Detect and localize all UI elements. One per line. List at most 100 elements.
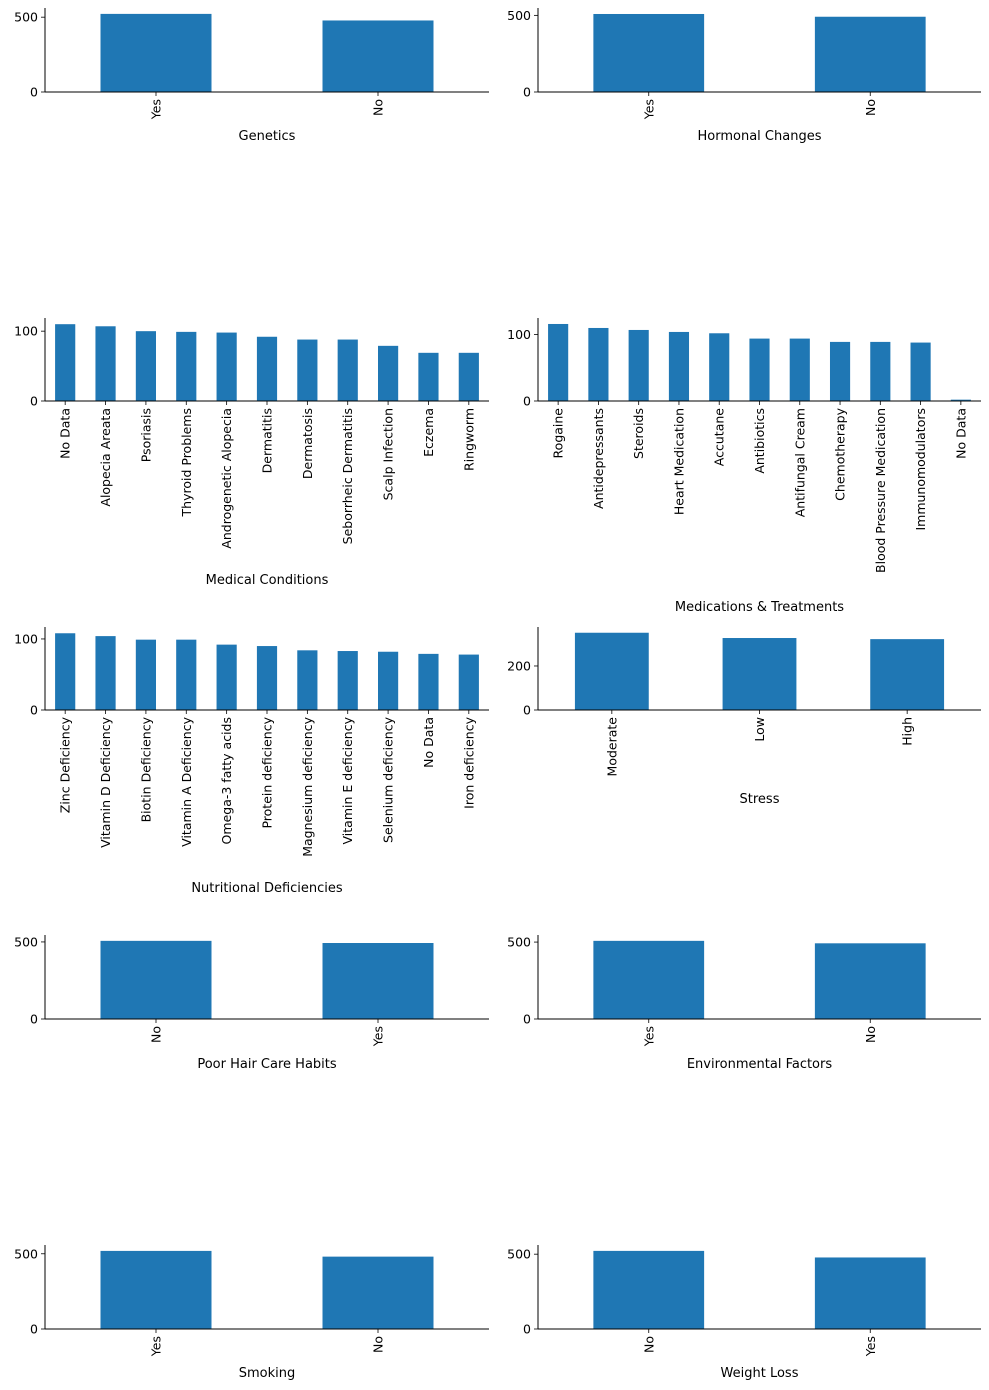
bar-medical-conditions-scalp-infection (378, 345, 399, 401)
x-tick-label: Vitamin E deficiency (340, 716, 355, 844)
y-tick-label: 0 (523, 703, 531, 718)
chart-panel-stress: Moderate Low High 0 200 Stress (507, 627, 981, 807)
x-tick-label: High (900, 717, 915, 746)
y-tick-label: 0 (30, 85, 38, 100)
x-tick-label: Steroids (631, 408, 646, 459)
x-tick-label: Antifungal Cream (792, 408, 807, 517)
y-tick-label: 500 (14, 1246, 38, 1261)
x-tick-label: No (863, 99, 878, 116)
x-axis-label: Hormonal Changes (698, 129, 822, 144)
x-tick-label: Yes (149, 1336, 164, 1357)
chart-panel-nutritional-deficiencies: Zinc Deficiency Vitamin D Deficiency Bioti… (14, 627, 489, 896)
x-tick-label: Dermatitis (260, 408, 275, 473)
bar-environmental-factors-no (814, 943, 926, 1019)
y-tick-label: 100 (14, 631, 38, 646)
bar-hormonal-changes-no (814, 16, 926, 93)
x-tick-label: Omega-3 fatty acids (219, 717, 234, 844)
y-tick-label: 0 (523, 1012, 531, 1027)
bar-medications-and-treatments-antidepressants (588, 327, 609, 401)
y-tick-label: 100 (507, 327, 531, 342)
x-axis-label: Environmental Factors (687, 1057, 833, 1072)
chart-panel-poor-hair-care-habits: No Yes 0 500 Poor Hair Care Habits (14, 934, 489, 1072)
chart-panel-environmental-factors: Yes No 0 500 Environmental Factors (507, 935, 981, 1072)
bar-medical-conditions-alopecia-areata (95, 326, 116, 401)
y-tick-label: 0 (30, 394, 38, 409)
bar-smoking-no (322, 1256, 434, 1329)
y-tick-label: 0 (523, 85, 531, 100)
y-tick-label: 0 (30, 703, 38, 718)
bar-genetics-yes (100, 13, 212, 93)
x-axis-label: Stress (740, 792, 780, 807)
y-tick-label: 0 (523, 1322, 531, 1337)
x-tick-label: Yes (863, 1336, 878, 1357)
x-axis-label: Nutritional Deficiencies (191, 881, 343, 896)
x-tick-label: No Data (58, 408, 73, 459)
y-tick-label: 0 (30, 1012, 38, 1027)
bar-nutritional-deficiencies-magnesium-deficiency (297, 650, 318, 710)
y-tick-label: 500 (507, 8, 531, 23)
bar-nutritional-deficiencies-biotin-deficiency (135, 639, 156, 710)
bar-medical-conditions-dermatosis (297, 339, 318, 401)
x-tick-label: No (149, 1026, 164, 1043)
x-tick-label: Immunomodulators (913, 408, 928, 531)
x-tick-label: Ringworm (461, 408, 476, 471)
bar-nutritional-deficiencies-zinc-deficiency (55, 633, 76, 710)
x-tick-label: Seborrheic Dermatitis (340, 408, 355, 544)
bar-medical-conditions-no-data (55, 324, 76, 401)
bar-stress-moderate (574, 632, 649, 710)
chart-panel-weight-loss: No Yes 0 500 Weight Loss (507, 1245, 981, 1381)
x-axis-label: Weight Loss (721, 1366, 799, 1381)
x-tick-label: Biotin Deficiency (138, 716, 153, 822)
bar-medical-conditions-dermatitis (256, 336, 278, 401)
bar-medications-and-treatments-blood-pressure-medication (870, 341, 891, 401)
x-tick-label: No (371, 99, 386, 116)
x-tick-label: No (641, 1336, 656, 1353)
bar-medications-and-treatments-rogaine (548, 323, 569, 401)
bar-nutritional-deficiencies-protein-deficiency (256, 646, 278, 710)
bar-nutritional-deficiencies-vitamin-e-deficiency (337, 651, 358, 710)
x-tick-label: No (371, 1336, 386, 1353)
bar-nutritional-deficiencies-vitamin-d-deficiency (95, 636, 116, 710)
bar-medications-and-treatments-heart-medication (668, 331, 690, 401)
x-tick-label: Eczema (421, 408, 436, 457)
bar-poor-hair-care-habits-no (100, 940, 212, 1019)
bar-nutritional-deficiencies-iron-deficiency (458, 654, 479, 710)
bar-hormonal-changes-yes (593, 13, 705, 93)
x-tick-label: Thyroid Problems (179, 408, 194, 517)
x-tick-label: Accutane (712, 408, 727, 466)
x-tick-label: Blood Pressure Medication (873, 408, 888, 573)
x-tick-label: Rogaine (551, 408, 566, 459)
y-tick-label: 0 (30, 1322, 38, 1337)
y-tick-label: 500 (14, 934, 38, 949)
x-tick-label: Chemotherapy (833, 407, 848, 500)
bar-medical-conditions-thyroid-problems (176, 331, 197, 401)
bar-medications-and-treatments-antibiotics (749, 338, 770, 401)
bar-genetics-no (322, 20, 434, 92)
bar-medications-and-treatments-accutane (709, 333, 730, 401)
x-tick-label: Alopecia Areata (98, 408, 113, 507)
x-tick-label: Vitamin A Deficiency (179, 716, 194, 846)
x-axis-label: Genetics (239, 129, 296, 144)
bar-environmental-factors-yes (593, 940, 705, 1019)
x-tick-label: No (863, 1026, 878, 1043)
chart-panel-medications-and-treatments: Rogaine Antidepressants Steroids Heart Medi… (507, 318, 981, 615)
bar-nutritional-deficiencies-vitamin-a-deficiency (176, 639, 197, 710)
bar-weight-loss-no (593, 1250, 705, 1329)
x-tick-label: Moderate (604, 717, 619, 777)
x-tick-label: Antidepressants (591, 408, 606, 509)
x-tick-label: Dermatosis (300, 408, 315, 479)
x-axis-label: Medications & Treatments (675, 600, 844, 615)
bar-medications-and-treatments-no-data (950, 399, 971, 401)
x-tick-label: Yes (641, 1026, 656, 1047)
bar-nutritional-deficiencies-omega-3-fatty-acids (216, 644, 237, 710)
x-tick-label: Antibiotics (752, 408, 767, 474)
x-axis-label: Medical Conditions (206, 573, 329, 588)
bar-nutritional-deficiencies-selenium-deficiency (378, 651, 399, 710)
x-tick-label: Zinc Deficiency (58, 716, 73, 813)
bar-medical-conditions-eczema (418, 352, 439, 401)
x-tick-label: No Data (953, 408, 968, 459)
y-tick-label: 200 (507, 658, 531, 673)
x-tick-label: Heart Medication (671, 408, 686, 515)
y-tick-label: 0 (523, 394, 531, 409)
